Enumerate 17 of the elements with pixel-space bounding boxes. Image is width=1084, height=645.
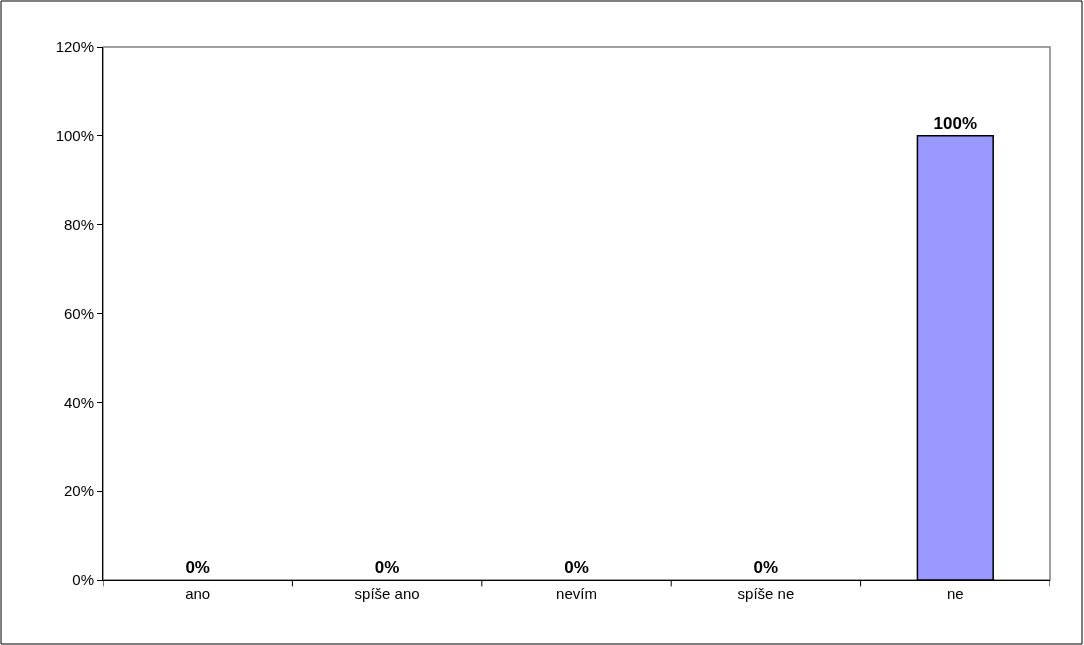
data-label: 0% (564, 558, 589, 577)
y-tick-label: 60% (63, 304, 94, 322)
x-tick-label: spíše ano (354, 585, 420, 602)
y-tick-label: 40% (63, 393, 94, 411)
y-tick-label: 80% (63, 215, 94, 233)
x-tick-label: nevím (556, 585, 597, 602)
data-label: 0% (185, 558, 210, 577)
y-tick-label: 0% (72, 571, 94, 589)
x-tick-label: spíše ne (737, 585, 795, 602)
x-tick-label: ano (185, 585, 211, 602)
data-label: 0% (374, 558, 400, 577)
y-tick-label: 100% (55, 127, 94, 145)
x-tick-label: ne (946, 585, 964, 602)
data-label: 0% (753, 558, 779, 577)
y-tick-label: 120% (55, 38, 94, 56)
y-tick-label: 20% (63, 482, 94, 500)
data-label: 100% (933, 113, 978, 133)
